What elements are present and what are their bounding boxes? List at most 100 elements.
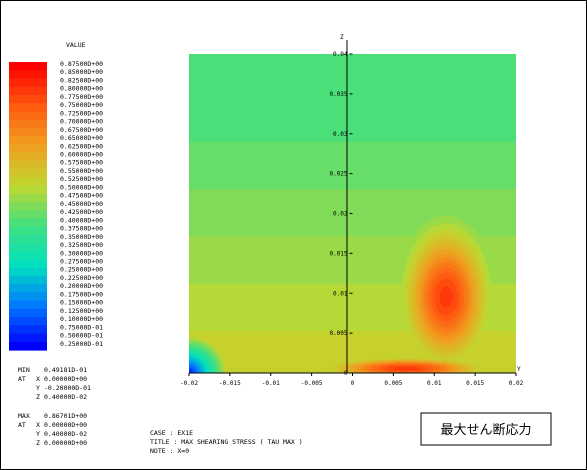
- colorbar-tick-label: 0.57500D+00: [60, 159, 103, 167]
- z-axis-ticks: 0 0.005 0.01 0.015 0.02 0.025 0.03 0.035 0.04: [329, 51, 353, 377]
- colorbar-tick-label: 0.70000D+00: [60, 118, 103, 126]
- colorbar-tick-label: 0.30000D+00: [60, 249, 103, 257]
- title-line: TITLE : MAX SHEARING STRESS ( TAU MAX ): [150, 438, 303, 446]
- case-line: CASE : EX1E: [150, 429, 193, 437]
- min-z-value: 0.40000D-02: [44, 393, 87, 401]
- max-y-value: 0.40000D-02: [44, 430, 87, 438]
- x-tick-label: 0.02: [509, 380, 524, 387]
- max-at-label: AT: [18, 421, 26, 429]
- colorbar-tick-label: 0.52500D+00: [60, 175, 103, 183]
- colorbar-band: [9, 325, 47, 335]
- colorbar-band: [9, 300, 47, 310]
- colorbar-tick-label: 0.17500D+00: [60, 290, 103, 298]
- annotation-box: [420, 412, 552, 446]
- x-tick-label: -0.01: [262, 380, 280, 387]
- colorbar-band: [9, 86, 47, 96]
- x-tick-label: -0.015: [219, 380, 241, 387]
- min-at-label: AT: [18, 375, 26, 383]
- max-stats: MAX 0.86701D+00 AT X 0.00000D+00 Y 0.400…: [18, 412, 87, 447]
- svg-text:X: X: [36, 421, 40, 429]
- colorbar-band: [9, 341, 47, 351]
- min-x-value: 0.00000D+00: [44, 375, 87, 383]
- z-axis-label: Z: [340, 34, 344, 41]
- z-tick-label: 0: [344, 370, 348, 377]
- colorbar-band: [9, 127, 47, 137]
- colorbar-band: [9, 185, 47, 195]
- colorbar-band: [9, 152, 47, 162]
- z-tick-label: 0.015: [329, 250, 347, 257]
- colorbar-tick-label: 0.42500D+00: [60, 208, 103, 216]
- svg-text:Z: Z: [36, 439, 40, 447]
- colorbar-tick-label: 0.22500D+00: [60, 274, 103, 282]
- colorbar-band: [9, 284, 47, 293]
- x-axis-ticks: -0.02 -0.015 -0.01 -0.005 0 0.005 0.01 0.015 0.0…: [180, 373, 524, 387]
- z-tick-label: 0.02: [333, 211, 348, 218]
- z-tick-label: 0.01: [333, 290, 348, 297]
- min-label: MIN: [18, 366, 30, 374]
- colorbar-band: [9, 193, 47, 203]
- colorbar-tick-label: 0.65000D+00: [60, 134, 103, 142]
- colorbar-tick-label: 0.15000D+00: [60, 299, 103, 307]
- colorbar-band: [9, 111, 47, 121]
- colorbar-band: [9, 177, 47, 187]
- colorbar-band: [9, 160, 47, 170]
- colorbar-band: [9, 144, 47, 154]
- colorbar-tick-label: 0.20000D+00: [60, 282, 103, 290]
- colorbar-tick-label: 0.37500D+00: [60, 225, 103, 233]
- svg-text:Y: Y: [36, 384, 40, 392]
- colorbar-tick-label: 0.25000D-01: [60, 340, 103, 348]
- colorbar-tick-label: 0.50000D+00: [60, 183, 103, 191]
- x-tick-label: 0.015: [466, 380, 484, 387]
- x-tick-label: -0.02: [180, 380, 198, 387]
- colorbar-tick-label: 0.60000D+00: [60, 151, 103, 159]
- colorbar-tick-label: 0.67500D+00: [60, 126, 103, 134]
- colorbar-tick-label: 0.40000D+00: [60, 216, 103, 224]
- colorbar-tick-label: 0.75000D+00: [60, 101, 103, 109]
- colorbar-band: [9, 308, 47, 318]
- colorbar-band: [9, 234, 47, 244]
- colorbar-tick-label: 0.25000D+00: [60, 266, 103, 274]
- colorbar-band: [9, 226, 47, 236]
- colorbar-tick-label: 0.12500D+00: [60, 307, 103, 315]
- colorbar-tick-label: 0.72500D+00: [60, 109, 103, 117]
- colorbar-band: [9, 317, 47, 326]
- colorbar-band: [9, 201, 47, 211]
- colorbar-band: [9, 333, 47, 343]
- colorbar-tick-label: 0.87500D+00: [60, 60, 103, 68]
- colorbar-band: [9, 70, 47, 80]
- x-tick-label: -0.005: [301, 380, 323, 387]
- y-axis-label: Y: [517, 366, 521, 373]
- max-z-value: 0.00000D+00: [44, 439, 87, 447]
- x-tick-label: 0.01: [427, 380, 442, 387]
- colorbar-tick-label: 0.10000D+00: [60, 315, 103, 323]
- z-tick-label: 0.005: [329, 330, 347, 337]
- colorbar-band: [9, 259, 47, 269]
- colorbar-band: [9, 292, 47, 302]
- colorbar-tick-label: 0.62500D+00: [60, 142, 103, 150]
- annotation-label: 最大せん断応力: [440, 423, 531, 438]
- svg-text:X: X: [36, 375, 40, 383]
- colorbar-band: [9, 119, 47, 129]
- colorbar-tick-label: 0.45000D+00: [60, 200, 103, 208]
- min-y-value: -0.20000D-01: [44, 384, 91, 392]
- colorbar-tick-label: 0.47500D+00: [60, 192, 103, 200]
- colorbar-labels: 0.87500D+000.85000D+000.82500D+000.80000…: [60, 60, 103, 348]
- colorbar-band: [9, 210, 47, 219]
- colorbar-band: [9, 136, 47, 145]
- colorbar-tick-label: 0.75000D-01: [60, 323, 103, 331]
- z-tick-label: 0.03: [333, 131, 348, 138]
- colorbar: [9, 62, 47, 351]
- colorbar-tick-label: 0.32500D+00: [60, 241, 103, 249]
- colorbar-tick-label: 0.50000D-01: [60, 332, 103, 340]
- x-tick-label: 0: [351, 380, 355, 387]
- colorbar-band: [9, 103, 47, 112]
- colorbar-band: [9, 267, 47, 277]
- colorbar-band: [9, 62, 47, 71]
- max-value: 0.86701D+00: [44, 412, 87, 420]
- colorbar-band: [9, 275, 47, 285]
- colorbar-band: [9, 94, 47, 104]
- colorbar-band: [9, 251, 47, 261]
- colorbar-band: [9, 78, 47, 88]
- x-tick-label: 0.005: [384, 380, 402, 387]
